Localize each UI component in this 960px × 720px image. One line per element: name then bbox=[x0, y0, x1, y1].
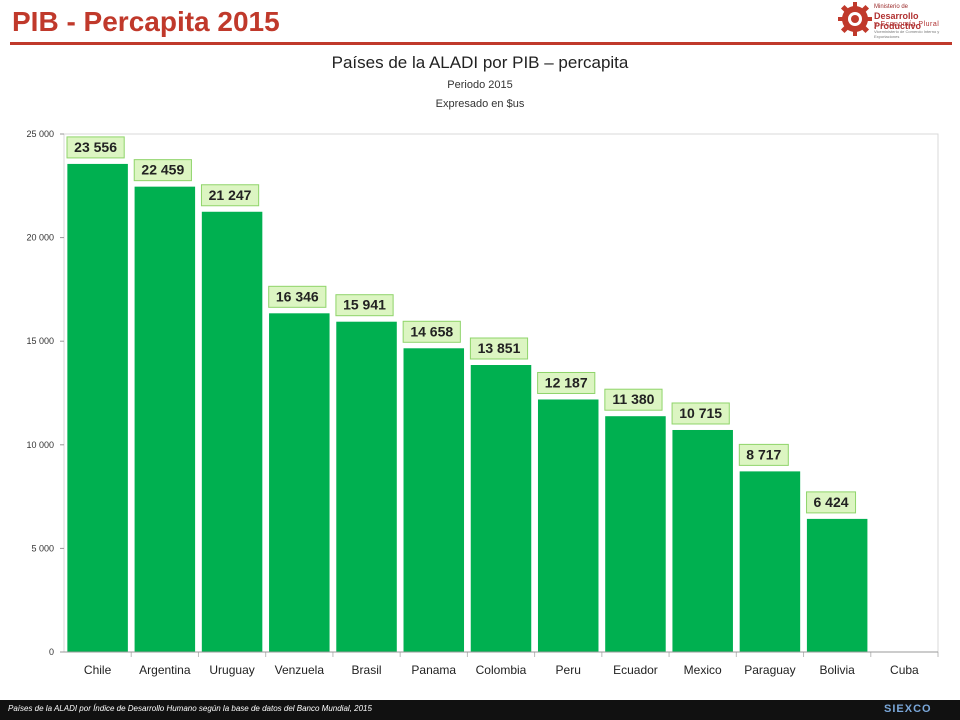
data-label: 12 187 bbox=[545, 374, 588, 390]
bar bbox=[201, 211, 263, 653]
x-tick-label: Venzuela bbox=[275, 663, 325, 677]
data-label-box bbox=[402, 320, 461, 343]
data-label-box bbox=[469, 337, 529, 360]
data-label-box bbox=[66, 136, 125, 159]
siexco-logo: SIEXCO bbox=[884, 703, 932, 715]
bar-chart: 0 5 000 10 000 15 000 20 000 25 000 Chile 23 55… bbox=[26, 129, 939, 677]
data-label: 16 346 bbox=[276, 288, 319, 304]
bar bbox=[470, 365, 532, 652]
slide-title: PIB - Percapita 2015 bbox=[12, 6, 280, 37]
y-tick-label: 20 000 bbox=[26, 233, 54, 243]
footer-bar: Países de la ALADI por Índice de Desarro… bbox=[0, 700, 960, 720]
data-label-box bbox=[200, 184, 260, 207]
data-label-box bbox=[268, 285, 327, 308]
bar bbox=[605, 416, 666, 652]
data-label: 23 556 bbox=[74, 139, 117, 155]
data-label: 6 424 bbox=[814, 494, 849, 510]
bar bbox=[739, 471, 801, 652]
chart-subtitle-units: Expresado en $us bbox=[435, 98, 525, 110]
bar bbox=[403, 348, 465, 652]
data-label: 10 715 bbox=[679, 405, 722, 421]
bar bbox=[672, 429, 733, 652]
data-label: 8 717 bbox=[746, 446, 781, 462]
bar bbox=[537, 399, 599, 652]
data-label-box bbox=[537, 371, 596, 394]
x-tick-label: Paraguay bbox=[744, 663, 795, 677]
x-tick-label: Chile bbox=[84, 663, 112, 677]
bar bbox=[806, 518, 868, 652]
footer-note: Países de la ALADI por Índice de Desarro… bbox=[8, 704, 372, 713]
data-label: 11 380 bbox=[612, 391, 654, 407]
x-tick-label: Panama bbox=[411, 663, 456, 677]
x-tick-label: Uruguay bbox=[209, 663, 254, 677]
ministry-logo: Ministerio de Desarrollo Productivo y Ec… bbox=[838, 2, 956, 39]
y-tick-label: 10 000 bbox=[26, 440, 54, 450]
bar bbox=[134, 186, 196, 652]
data-label: 15 941 bbox=[343, 297, 386, 313]
x-tick-label: Brasil bbox=[352, 663, 382, 677]
title-divider bbox=[10, 42, 952, 45]
data-label: 22 459 bbox=[141, 162, 184, 178]
x-tick-label: Argentina bbox=[139, 663, 191, 677]
data-label-box bbox=[806, 491, 857, 514]
bar bbox=[67, 163, 128, 652]
x-tick-label: Peru bbox=[556, 663, 581, 677]
y-tick-label: 5 000 bbox=[31, 543, 54, 553]
data-label-box bbox=[335, 294, 394, 317]
x-tick-label: Cuba bbox=[890, 663, 919, 677]
y-tick-label: 0 bbox=[49, 647, 54, 657]
y-tick-label: 25 000 bbox=[26, 129, 54, 139]
data-label: 14 658 bbox=[410, 323, 453, 339]
data-label: 21 247 bbox=[209, 187, 252, 203]
bar bbox=[336, 321, 397, 652]
x-tick-label: Colombia bbox=[476, 663, 527, 677]
x-tick-label: Mexico bbox=[684, 663, 722, 677]
data-label-box bbox=[604, 388, 663, 411]
x-tick-label: Ecuador bbox=[613, 663, 658, 677]
logo-line-3: y Economía Plural bbox=[874, 21, 940, 28]
x-tick-label: Bolivia bbox=[819, 663, 855, 677]
logo-line-2: Desarrollo Productivo bbox=[874, 11, 922, 31]
chart-title: Países de la ALADI por PIB – percapita bbox=[331, 53, 629, 72]
bar bbox=[269, 313, 330, 652]
chart-subtitle-period: Periodo 2015 bbox=[447, 79, 513, 91]
logo-line-1: Ministerio de bbox=[874, 4, 909, 10]
data-label-box bbox=[738, 443, 789, 466]
data-label-box bbox=[133, 159, 192, 182]
logo-line-4: Viceministerio de Comercio Interno y Exp… bbox=[874, 29, 940, 39]
data-label-box bbox=[671, 402, 730, 425]
y-tick-label: 15 000 bbox=[26, 336, 54, 346]
gear-logo-icon bbox=[838, 2, 872, 36]
data-label: 13 851 bbox=[478, 340, 521, 356]
